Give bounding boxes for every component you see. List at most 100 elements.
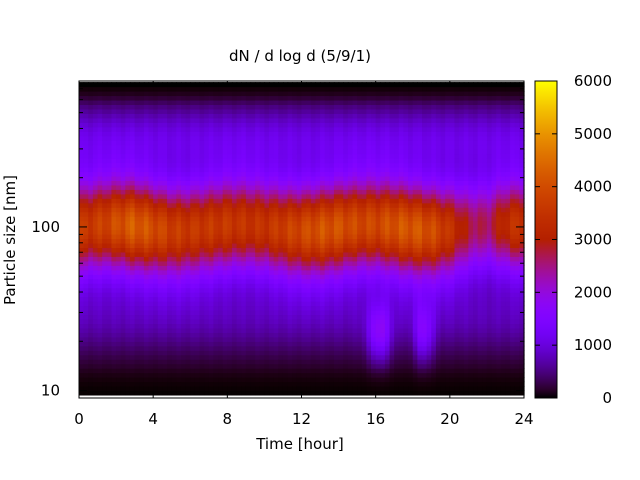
heat-cell [222,220,228,226]
heat-cell [361,265,367,271]
heat-cell [352,108,358,114]
heat-cell [88,158,94,164]
heat-cell [92,260,99,266]
heat-cell [194,385,201,392]
heat-cell [292,247,298,253]
heat-cell [199,385,205,392]
heat-cell [255,368,261,374]
heat-cell [125,274,131,280]
heat-cell [153,363,159,369]
heat-cell [125,122,131,128]
heat-cell [273,336,279,342]
heat-cell [143,269,150,275]
heat-cell [338,332,344,338]
heat-cell [380,305,386,311]
heat-cell [343,305,349,311]
heat-cell [153,247,159,253]
heat-cell [176,385,182,392]
heat-cell [403,144,409,150]
heat-cell [153,269,159,275]
heat-cell [264,99,270,106]
heat-cell [83,256,89,262]
heat-cell [310,117,317,123]
heat-cell [403,189,409,195]
heat-cell [282,225,289,231]
heat-cell [236,238,242,244]
heat-cell [343,95,349,101]
heat-cell [97,180,103,186]
heat-cell [384,149,391,155]
heat-cell [394,113,400,119]
heat-cell [185,184,191,190]
heat-cell [194,336,201,342]
heat-cell [176,332,182,338]
heat-cell [171,265,177,271]
heat-cell [120,198,126,204]
heat-cell [255,122,261,128]
heat-cell [111,256,117,262]
heat-cell [116,323,122,329]
heat-cell [245,122,252,128]
heat-cell [194,211,201,217]
heat-cell [148,381,154,387]
heat-cell [241,390,247,396]
heat-cell [116,184,122,190]
heat-cell [125,104,131,110]
heat-cell [129,283,136,289]
heat-cell [167,229,173,235]
heat-cell [139,301,145,307]
heat-cell [361,113,367,119]
heat-cell [185,256,191,262]
heat-cell [380,341,386,347]
heat-cell [222,86,228,92]
heat-cell [333,296,340,302]
heat-cell [264,135,270,141]
heat-cell [366,278,372,284]
heat-cell [139,99,145,106]
heat-cell [185,251,191,257]
heat-cell [273,238,279,244]
heat-cell [347,242,354,249]
heat-cell [389,175,395,181]
heat-cell [236,91,242,97]
heat-cell [125,377,131,383]
heat-cell [287,82,293,88]
heat-cell [310,140,317,146]
heat-cell [366,305,372,311]
heat-cell [333,211,340,217]
heat-cell [329,108,335,114]
heat-cell [250,251,256,257]
heat-cell [218,323,224,329]
heat-cell [120,327,126,333]
heat-cell [88,377,94,383]
heat-cell [88,323,94,329]
heat-cell [143,211,150,217]
heat-cell [398,381,405,387]
heat-cell [120,158,126,164]
heat-cell [102,385,108,392]
heat-cell [361,368,367,374]
heat-cell [153,359,159,365]
heat-cell [380,390,386,396]
heat-cell [366,108,372,114]
heat-cell [245,345,252,351]
heat-cell [106,202,113,208]
heat-cell [116,86,122,92]
heat-cell [116,162,122,168]
heat-cell [343,341,349,347]
heat-cell [338,193,344,199]
heat-cell [352,189,358,195]
heat-cell [106,144,113,150]
heat-cell [171,368,177,374]
heat-cell [403,113,409,119]
heat-cell [176,166,182,173]
heat-cell [231,372,238,378]
heat-cell [194,318,201,325]
heat-cell [245,251,252,257]
heat-cell [264,318,270,325]
heat-cell [371,95,377,101]
heat-cell [185,310,191,316]
heat-cell [231,171,238,177]
heat-cell [222,242,228,249]
heat-cell [157,274,164,280]
